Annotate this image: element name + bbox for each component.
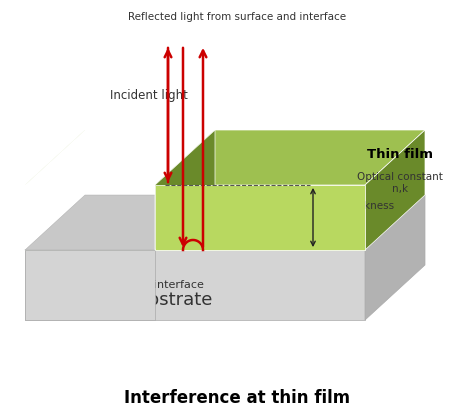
Text: Reflection at interface: Reflection at interface <box>80 280 204 290</box>
Text: Interference at thin film: Interference at thin film <box>124 389 350 407</box>
Polygon shape <box>25 185 365 250</box>
Polygon shape <box>155 185 365 250</box>
Polygon shape <box>25 250 365 320</box>
Polygon shape <box>25 195 425 250</box>
Text: Incident light: Incident light <box>110 89 188 101</box>
Text: Optical constant
n,k: Optical constant n,k <box>357 172 443 194</box>
Polygon shape <box>25 195 215 250</box>
Text: Reflected light from surface and interface: Reflected light from surface and interfa… <box>128 12 346 22</box>
Polygon shape <box>155 130 215 250</box>
Polygon shape <box>365 130 425 250</box>
Text: Thin film: Thin film <box>367 148 433 162</box>
Polygon shape <box>365 195 425 320</box>
Text: Film thickness
d: Film thickness d <box>320 201 394 223</box>
Polygon shape <box>25 185 155 250</box>
Text: Substrate: Substrate <box>126 291 214 309</box>
Polygon shape <box>25 250 155 320</box>
Polygon shape <box>25 130 425 185</box>
Polygon shape <box>25 130 215 185</box>
